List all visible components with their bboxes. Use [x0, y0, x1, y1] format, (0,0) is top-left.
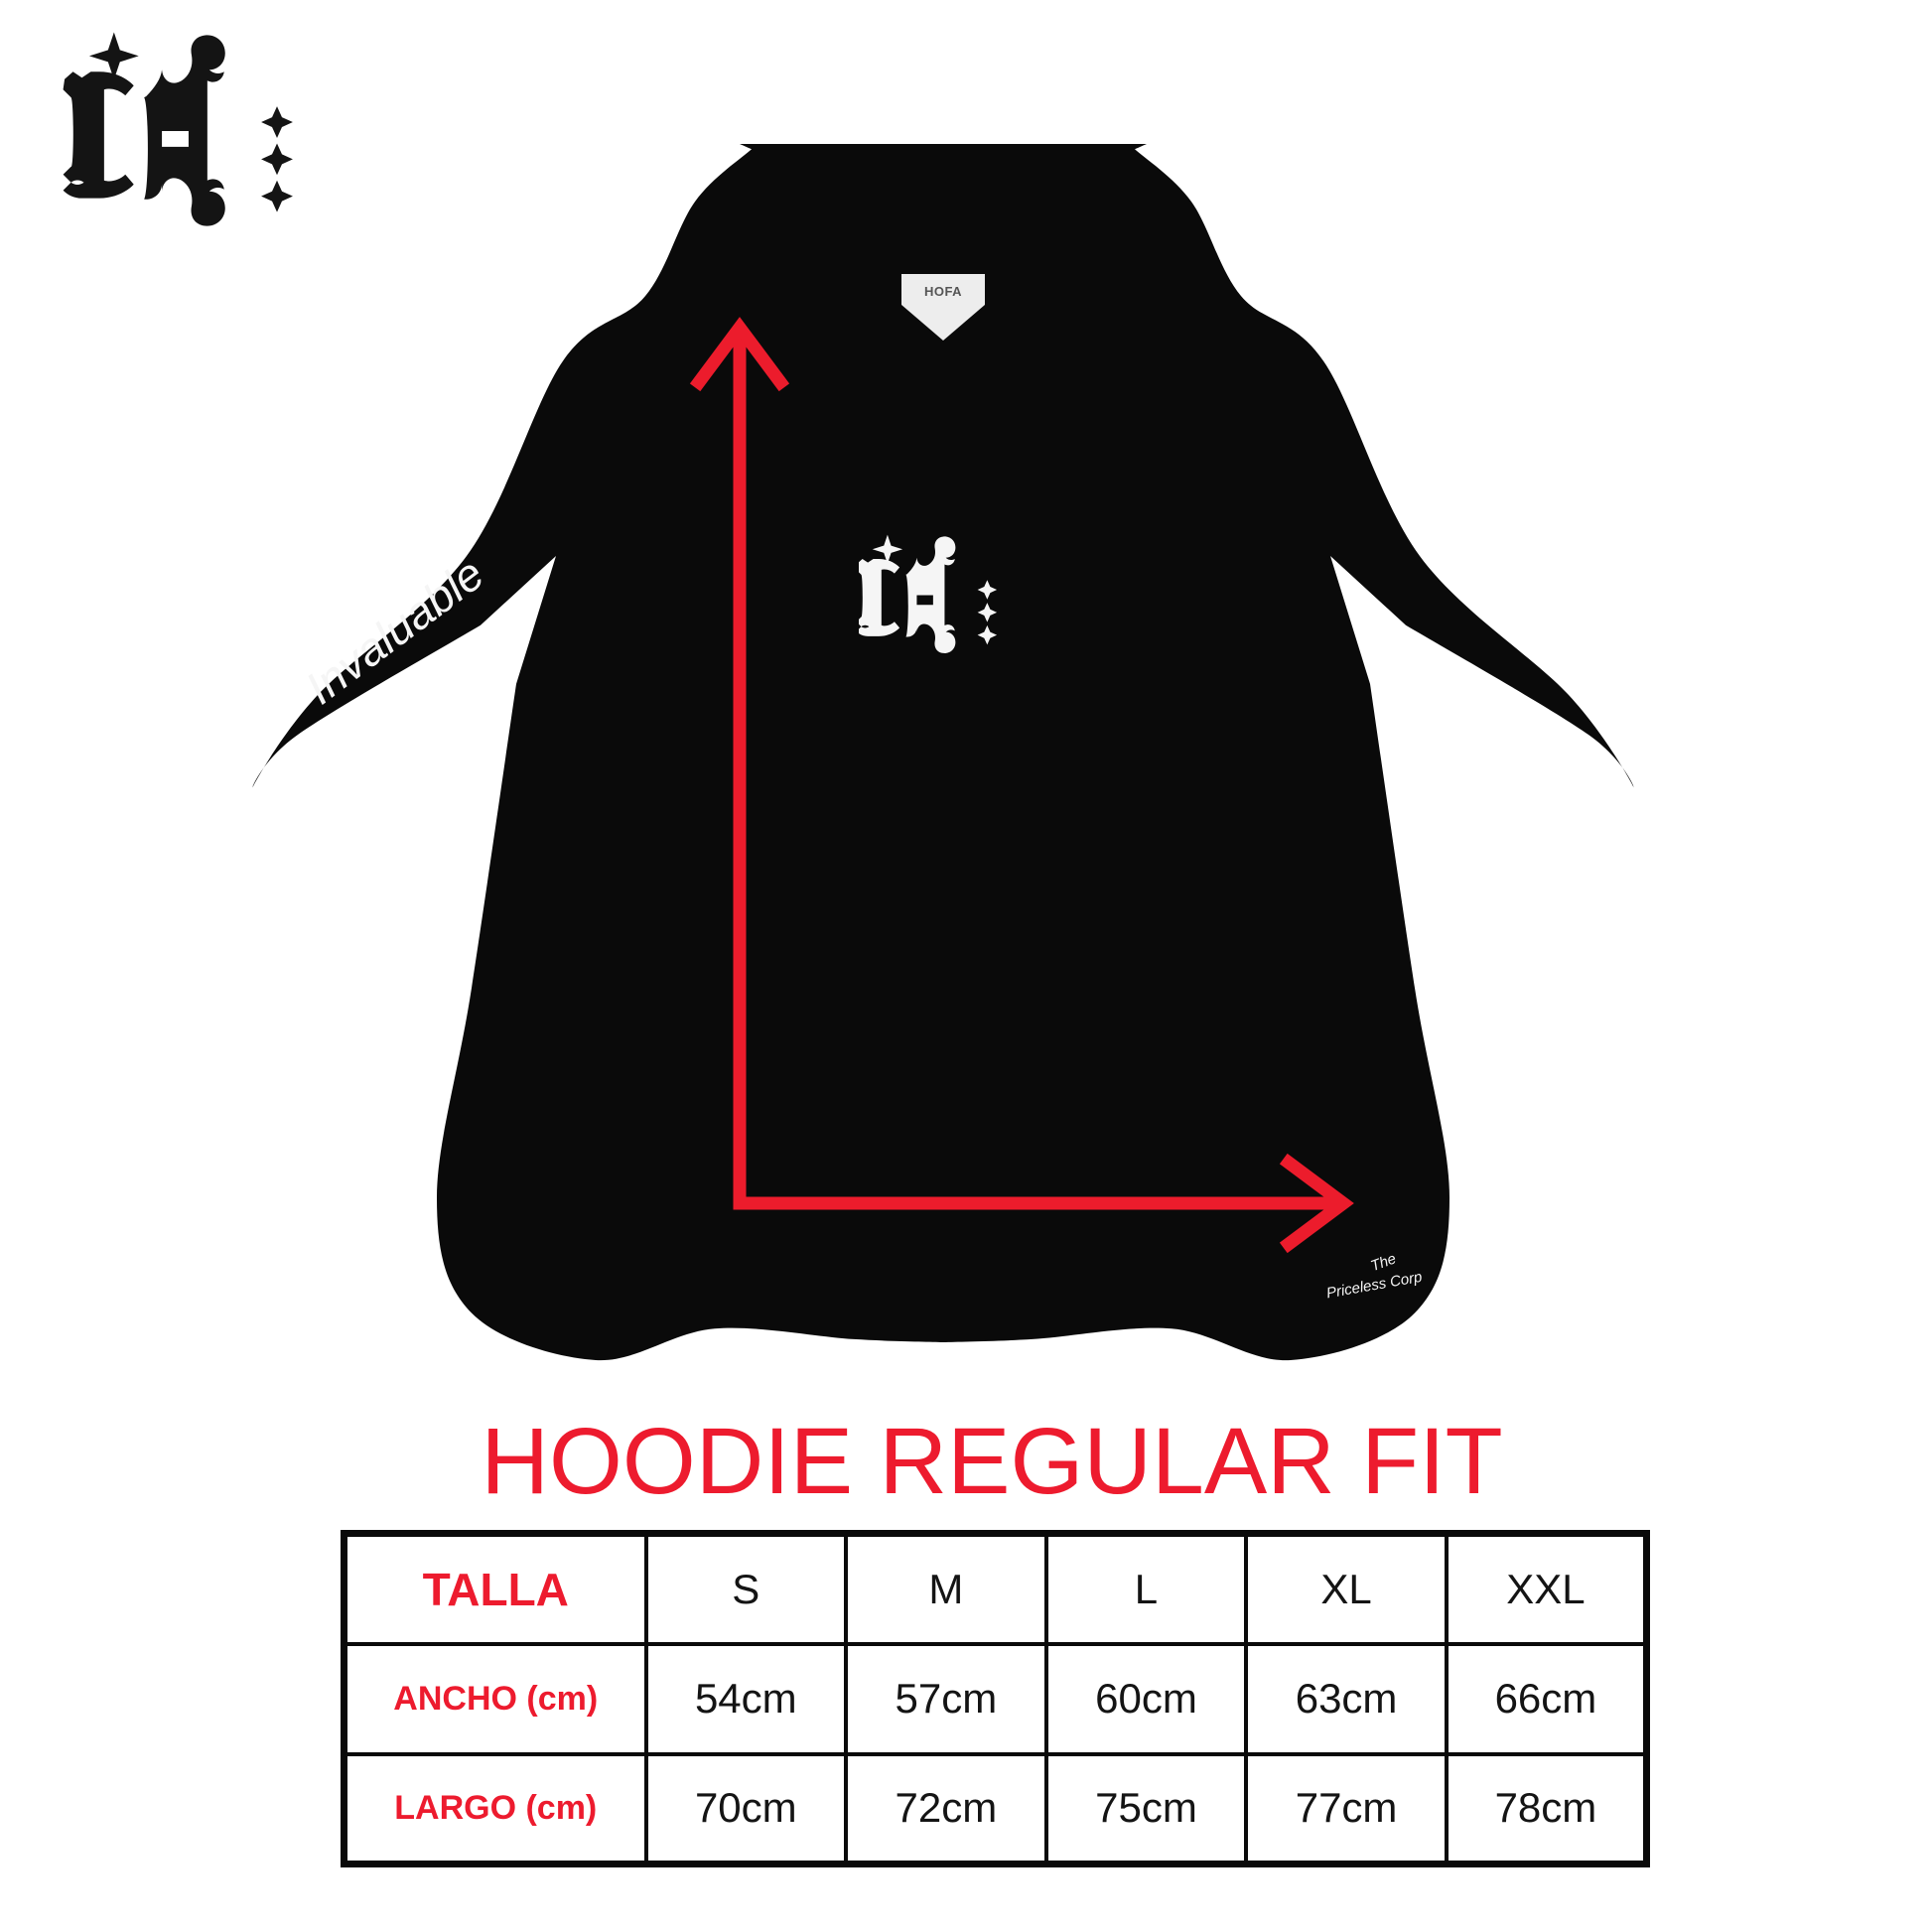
- svg-text:HOFA: HOFA: [924, 284, 962, 299]
